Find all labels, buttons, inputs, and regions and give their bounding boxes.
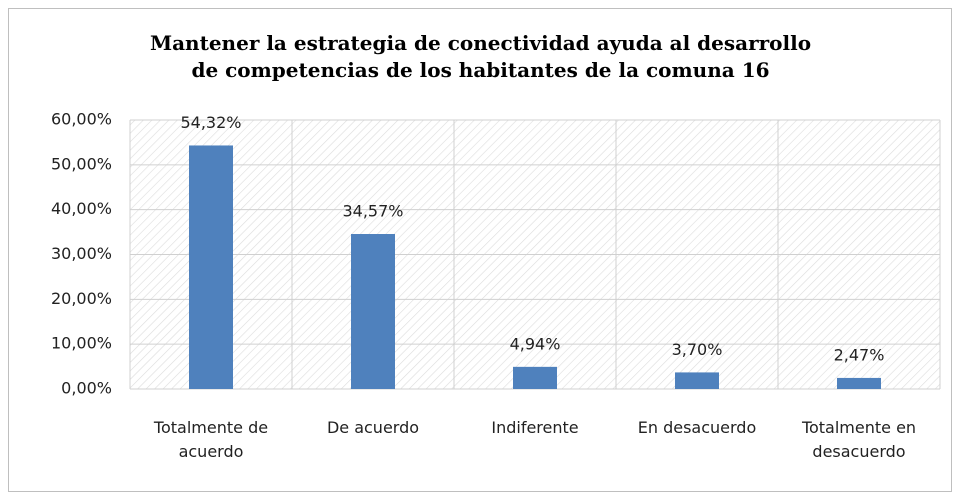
value-label: 54,32% [180, 113, 241, 132]
x-tick-label: Indiferente [491, 418, 579, 437]
bar [189, 145, 233, 389]
x-tick-label: En desacuerdo [637, 418, 757, 437]
chart-title: Mantener la estrategia de conectividad a… [149, 31, 812, 82]
bar [513, 366, 557, 389]
y-tick-label: 60,00% [51, 110, 112, 129]
value-label: 4,94% [510, 334, 561, 353]
x-tick-label: Totalmente de acuerdo [153, 418, 269, 461]
y-tick-label: 10,00% [51, 334, 112, 353]
bar [351, 234, 395, 389]
y-tick-label: 50,00% [51, 154, 112, 173]
value-label: 34,57% [342, 202, 403, 221]
x-tick-label: De acuerdo [326, 418, 420, 437]
value-label: 3,70% [672, 340, 723, 359]
x-tick-label: Totalmente en desacuerdo [801, 418, 917, 461]
bar [675, 372, 719, 389]
value-label: 2,47% [834, 345, 885, 364]
y-tick-label: 20,00% [51, 289, 112, 308]
y-tick-label: 40,00% [51, 199, 112, 218]
bar [837, 377, 881, 389]
y-tick-label: 30,00% [51, 244, 112, 263]
y-tick-label: 0,00% [61, 379, 112, 398]
